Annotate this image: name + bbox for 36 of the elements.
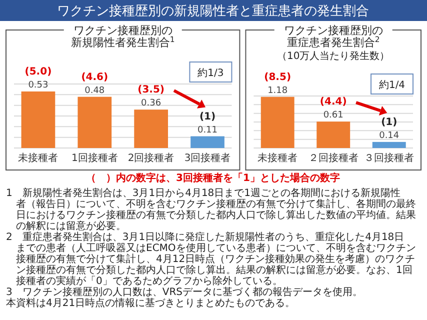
text: （ ）内の数字は、3回接種者を「1」とした場合の数字 [86,172,340,184]
data-label: 0.36 [141,98,162,109]
text: 1 新規陽性者発生割合は、3月1日から4月18日まで1週ごとの各期間における新規陽性者（報告日）について、不明を含むワクチン接種歴の有無で分けて集計し、各期間の最終日におけるワクチン接種歴の有無で分類した都内人口で除し算出した数値の平均値。結果の解釈には留意が必要。 [6,187,416,232]
annotation: (5.0) [24,66,52,78]
data-label: 0.53 [28,80,48,90]
annotation: (4.6) [81,72,108,83]
chart-title: ワクチン接種歴別の新規陽性者発生割合$^{1}$ [70,24,175,49]
bar [21,91,56,148]
annotation: (1) [381,116,398,128]
x-tick-label: 2回接種者 [128,152,174,164]
text: 2 重症患者発生割合は、3月1日以降に発症した新規陽性者のうち、重症化した4月18日までの患者（人工呼吸器又はECMOを使用している患者）について、不明を含むワクチン接種歴の有無で分けて集計し、4月12日時点（ワクチン接種効果の発生を考慮）のワクチン接種歴の有無で分類した都内人口で除し算出。結果の解釈には留意が必要。なお、1回接種者の実績が「0」であるためグラフから除外している。 [6,231,416,287]
text: ワクチン接種歴別の新規陽性者と重症患者の発生割合 [57,4,369,19]
bar [190,136,224,148]
x-tick-label: 3回接種者 [184,152,231,164]
data-label: 0.14 [379,130,400,141]
x-tick-label: ３回接種者 [364,152,414,164]
x-tick-label: 未接種者 [258,152,298,164]
chart-subtitle: （10万人当たり発生数） [276,50,390,62]
data-label: 1.18 [268,86,288,96]
text: 約1/4 [378,80,406,91]
annotation: (4.4) [320,96,347,108]
x-tick-label: ２回接種者 [308,152,358,164]
annotation: (3.5) [138,84,164,96]
x-tick-label: 1回接種者 [71,152,118,164]
annotation: (8.5) [264,72,292,83]
data-label: 0.11 [197,125,218,136]
text: 約1/3 [198,68,224,79]
chart-title: ワクチン接種歴別の重症患者発生割合$^{2}$ [284,24,383,49]
annotation: (1) [199,111,216,122]
x-tick-label: 未接種者 [18,152,58,164]
data-label: 0.48 [84,86,105,96]
bar [134,110,168,148]
bar [78,96,112,148]
data-label: 0.61 [323,110,344,121]
text: 本資料は4月21日時点の情報に基づきとりまとめたものである。 [6,297,296,309]
text: 3 ワクチン接種歴別の人口数は、VRSデータに基づく都の報告データを使用。 [6,286,362,298]
